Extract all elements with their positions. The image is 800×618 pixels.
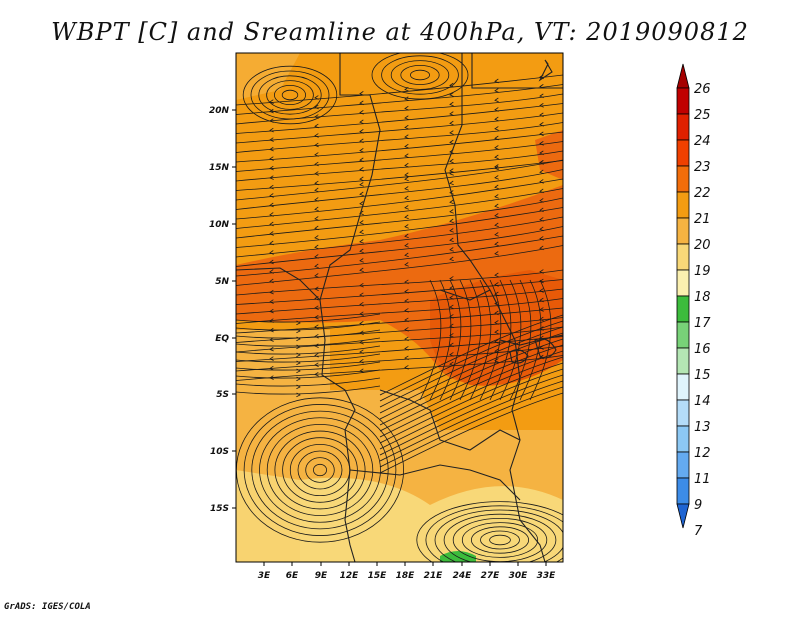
colorbar: 26 25 24 23 22 21 20 19 18 17 16 15 14 13 12 11 9 7 [676,63,711,539]
colorbar-top-arrow [676,63,690,89]
green-patch [440,551,476,562]
colorbar-segment [676,347,690,375]
lat-label-5n: 5N [215,277,229,287]
colorbar-label: 13 [694,420,711,435]
colorbar-label: 18 [694,290,711,305]
lon-label-12e: 12E [340,571,360,581]
colorbar-label: 25 [694,108,711,123]
lat-label-15n: 15N [209,163,230,173]
colorbar-label: 12 [694,446,711,461]
country-borders [236,53,563,562]
colorbar-label: 26 [694,82,711,97]
lon-label-15e: 15E [368,571,388,581]
lon-label-9e: 9E [315,571,328,581]
colorbar-segment [676,269,690,297]
lon-label-33e: 33E [537,571,557,581]
light-region-north [236,53,300,100]
latitude-axis: 20N 15N 10N 5N EQ 5S 10S 15S [209,106,236,514]
pale-region-south [300,477,563,562]
colorbar-segment [676,399,690,427]
map-panel [236,53,563,562]
lon-label-6e: 6E [286,571,299,581]
colorbar-segment [676,113,690,141]
colorbar-segment [676,425,690,453]
colorbar-segment [676,217,690,245]
colorbar-segment [676,139,690,167]
lat-label-eq: EQ [215,334,229,344]
colorbar-label: 14 [694,394,711,409]
colorbar-segment [676,87,690,115]
lon-label-18e: 18E [396,571,416,581]
colorbar-segment [676,477,690,505]
lon-label-21e: 21E [424,571,444,581]
colorbar-label: 9 [694,498,702,513]
colorbar-segment [676,295,690,323]
colorbar-label: 15 [694,368,711,383]
lon-label-3e: 3E [258,571,271,581]
colorbar-segment [676,191,690,219]
lat-label-10n: 10N [209,220,230,230]
colorbar-label: 23 [694,160,711,175]
map-frame [235,52,564,563]
lat-label-5s: 5S [216,390,229,400]
colorbar-label: 21 [694,212,711,227]
lat-label-15s: 15S [210,504,229,514]
colorbar-bottom-arrow [676,503,690,529]
chart-title: WBPT [C] and Sreamline at 400hPa, VT: 20… [51,18,749,46]
lon-label-30e: 30E [509,571,529,581]
colorbar-segment [676,243,690,271]
longitude-axis: 3E 6E 9E 12E 15E 18E 21E 24E 27E 30E 33E [258,562,556,581]
streamlines [236,53,563,562]
lat-label-10s: 10S [210,447,229,457]
colorbar-segment [676,373,690,401]
colorbar-label: 7 [694,524,703,539]
colorbar-label: 19 [694,264,711,279]
colorbar-label: 24 [694,134,711,149]
credit-text: GrADS: IGES/COLA [4,602,91,612]
colorbar-label: 17 [694,316,711,331]
colorbar-label: 20 [694,238,711,253]
lon-label-24e: 24E [453,571,473,581]
lat-label-20n: 20N [209,106,230,116]
lon-label-27e: 27E [481,571,501,581]
colorbar-segment [676,451,690,479]
colorbar-segment [676,321,690,349]
colorbar-label: 16 [694,342,711,357]
colorbar-label: 11 [694,472,711,487]
colorbar-segment [676,165,690,193]
colorbar-label: 22 [694,186,711,201]
